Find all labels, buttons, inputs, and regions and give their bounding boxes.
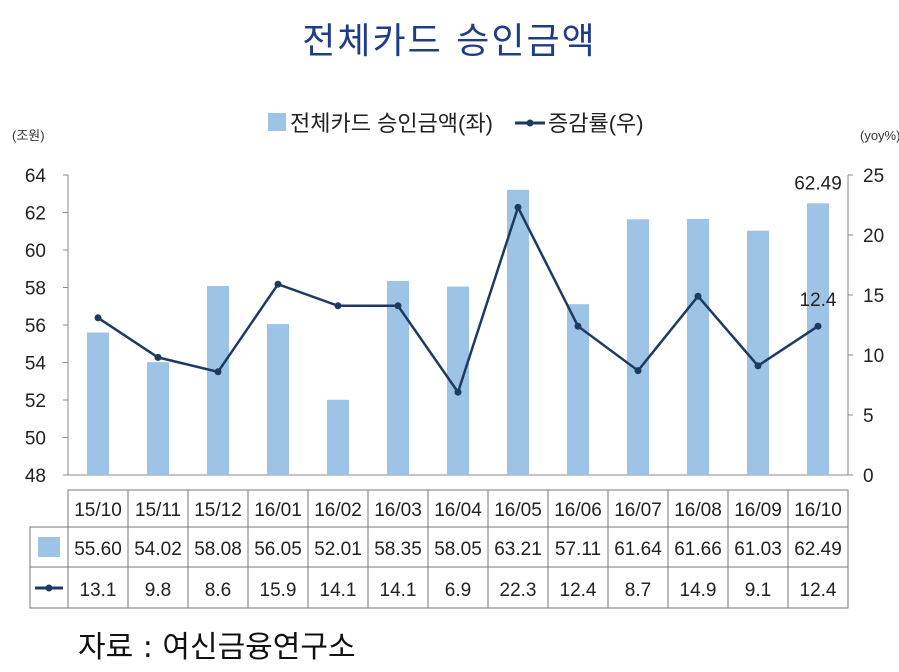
table-header-cell: 16/03 (374, 500, 422, 521)
table-line-cell: 8.6 (205, 580, 231, 601)
line-annotation: 12.4 (800, 290, 837, 311)
table-bar-cell: 55.60 (74, 539, 122, 560)
table-bar-cell: 62.49 (794, 539, 842, 560)
table-bar-cell: 58.35 (374, 539, 422, 560)
left-tick-label: 60 (25, 241, 46, 262)
table-bar-cell: 58.08 (194, 539, 242, 560)
right-tick-label: 20 (863, 226, 884, 247)
table-line-key-marker (45, 584, 53, 592)
table-bar-cell: 54.02 (134, 539, 182, 560)
line-point (154, 353, 162, 361)
table-bar-cell: 58.05 (434, 539, 482, 560)
bar (747, 230, 769, 475)
table-line-cell: 6.9 (445, 580, 471, 601)
table-line-cell: 9.8 (145, 580, 171, 601)
left-tick-label: 52 (25, 391, 46, 412)
left-tick-label: 50 (25, 429, 46, 450)
chart-title: 전체카드 승인금액 (302, 21, 597, 62)
table-bar-cell: 61.64 (614, 539, 662, 560)
table-line-cell: 9.1 (745, 580, 771, 601)
left-axis-unit: (조원) (12, 128, 45, 143)
line-point (394, 302, 402, 310)
table-header-cell: 15/12 (194, 500, 242, 521)
line-point (754, 362, 762, 370)
left-tick-label: 64 (25, 166, 47, 187)
right-tick-label: 25 (863, 166, 884, 187)
line-point (94, 314, 102, 322)
source-note: 자료 : 여신금융연구소 (78, 630, 356, 665)
table-bar-cell: 61.03 (734, 539, 782, 560)
bar (807, 203, 829, 475)
bar (387, 280, 409, 475)
table-header-cell: 16/05 (494, 500, 542, 521)
table-header-cell: 16/01 (254, 500, 302, 521)
right-tick-label: 5 (863, 406, 874, 427)
table-header-cell: 16/10 (794, 500, 842, 521)
table-bar-cell: 52.01 (314, 539, 362, 560)
table-header-cell: 15/10 (74, 500, 122, 521)
bar (567, 304, 589, 475)
table-header-cell: 16/09 (734, 500, 782, 521)
table-header-cell: 16/08 (674, 500, 722, 521)
table-line-cell: 13.1 (80, 580, 117, 601)
table-line-cell: 14.1 (380, 580, 417, 601)
left-tick-label: 56 (25, 316, 46, 337)
bar (267, 324, 289, 475)
table-line-cell: 14.9 (680, 580, 717, 601)
line-point (574, 322, 582, 330)
table-line-cell: 12.4 (560, 580, 597, 601)
line-point (634, 367, 642, 375)
table-header-cell: 16/06 (554, 500, 602, 521)
line-point (214, 368, 222, 376)
legend-bar-swatch (268, 113, 286, 131)
line-point (814, 322, 822, 330)
bar (627, 219, 649, 475)
legend-bar-label: 전체카드 승인금액(좌) (290, 111, 493, 136)
bar (207, 286, 229, 475)
line-point (334, 302, 342, 310)
left-tick-label: 54 (25, 354, 47, 375)
table-line-cell: 14.1 (320, 580, 357, 601)
bar (327, 399, 349, 475)
left-tick-label: 62 (25, 204, 46, 225)
left-tick-label: 58 (25, 279, 46, 300)
table-header-cell: 16/07 (614, 500, 662, 521)
left-tick-label: 48 (25, 466, 46, 487)
table-line-cell: 22.3 (500, 580, 537, 601)
table-bar-cell: 61.66 (674, 539, 722, 560)
line-point (514, 203, 522, 211)
bar (87, 332, 109, 475)
table-line-cell: 12.4 (800, 580, 837, 601)
table-line-cell: 15.9 (260, 580, 297, 601)
table-bar-cell: 57.11 (555, 539, 601, 560)
table-bar-cell: 63.21 (494, 539, 542, 560)
legend-line-marker (526, 119, 534, 127)
right-tick-label: 10 (863, 346, 884, 367)
table-header-cell: 16/02 (314, 500, 362, 521)
bar-annotation: 62.49 (794, 173, 842, 194)
right-axis-unit: (yoy%) (860, 128, 899, 143)
table-line-cell: 8.7 (625, 580, 651, 601)
table-header-cell: 16/04 (434, 500, 482, 521)
legend-line-label: 증감률(우) (548, 111, 644, 136)
bar (687, 218, 709, 475)
table-bar-cell: 56.05 (254, 539, 302, 560)
bar (447, 286, 469, 475)
right-tick-label: 15 (863, 286, 884, 307)
right-tick-label: 0 (863, 466, 874, 487)
bar (507, 189, 529, 475)
line-point (274, 280, 282, 288)
table-bar-key (38, 537, 60, 557)
line-point (454, 388, 462, 396)
line-point (694, 292, 702, 300)
table-header-cell: 15/11 (135, 500, 181, 521)
bar (147, 362, 169, 475)
